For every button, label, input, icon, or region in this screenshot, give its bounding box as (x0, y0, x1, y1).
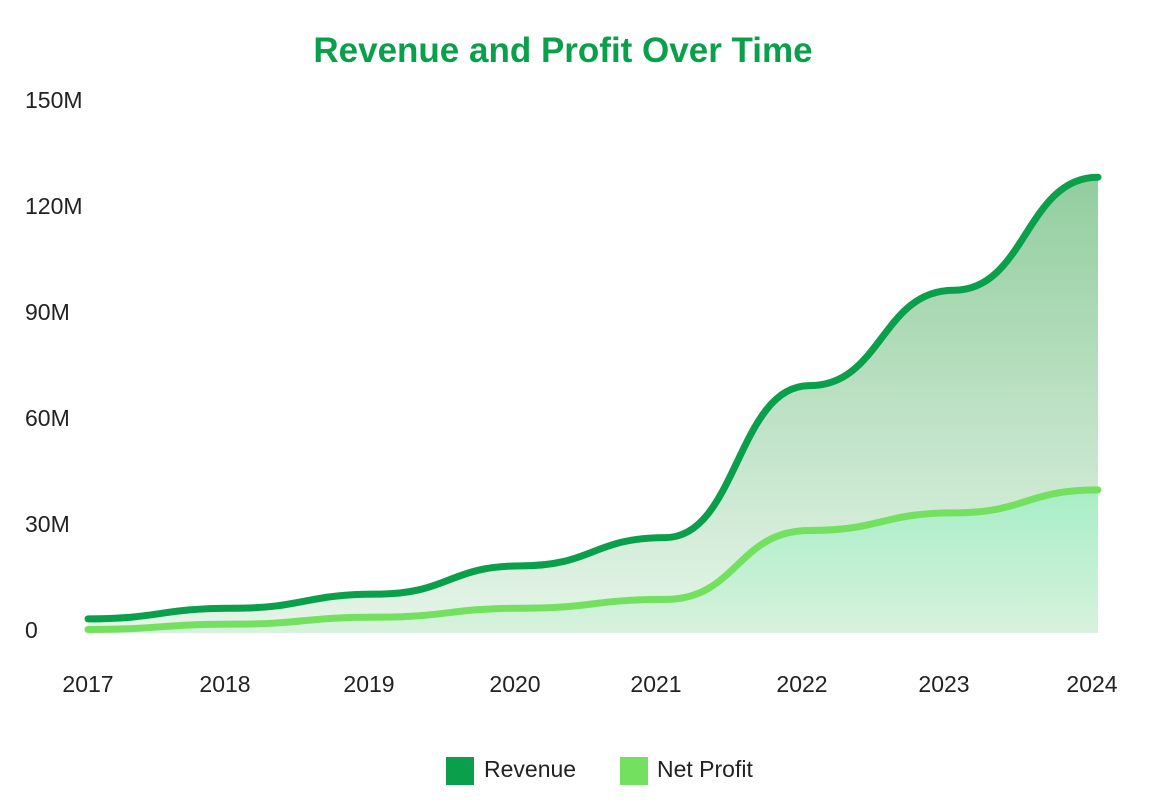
x-tick-label: 2022 (776, 671, 827, 697)
revenue-line (84, 173, 1102, 623)
x-tick-label: 2024 (1066, 671, 1117, 697)
y-axis-tick-labels: 0 30M 60M 90M 120M 150M (25, 87, 83, 643)
legend-label-net-profit: Net Profit (657, 756, 753, 782)
net-profit-line (84, 486, 1102, 633)
legend: Revenue Net Profit (446, 756, 753, 785)
x-tick-label: 2021 (630, 671, 681, 697)
x-axis-tick-labels: 2017 2018 2019 2020 2021 2022 2023 2024 (62, 671, 1117, 697)
y-tick-label: 150M (25, 87, 83, 113)
revenue-area (88, 177, 1098, 634)
legend-swatch-revenue (446, 757, 474, 785)
x-tick-label: 2019 (343, 671, 394, 697)
x-tick-label: 2018 (199, 671, 250, 697)
net-profit-area (88, 489, 1098, 633)
x-tick-label: 2023 (918, 671, 969, 697)
series-areas (88, 177, 1098, 634)
x-tick-label: 2020 (489, 671, 540, 697)
y-tick-label: 0 (25, 617, 38, 643)
chart-title: Revenue and Profit Over Time (313, 31, 812, 70)
y-tick-label: 60M (25, 405, 70, 431)
legend-label-revenue: Revenue (484, 756, 576, 782)
series-lines (84, 173, 1102, 633)
y-tick-label: 120M (25, 193, 83, 219)
x-tick-label: 2017 (62, 671, 113, 697)
legend-swatch-net-profit (620, 757, 648, 785)
y-tick-label: 90M (25, 299, 70, 325)
y-tick-label: 30M (25, 511, 70, 537)
